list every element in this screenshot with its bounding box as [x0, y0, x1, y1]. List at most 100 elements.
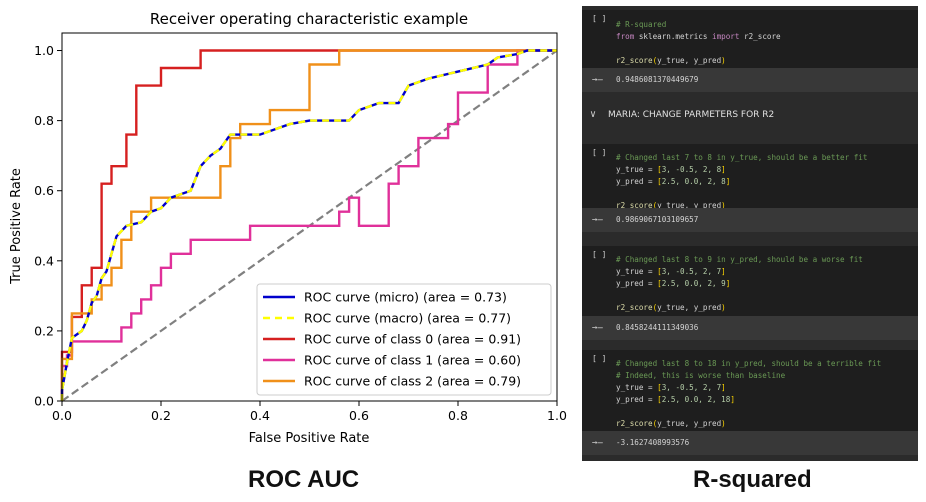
code-token: 3, -0.5, 2, 7 — [661, 267, 722, 276]
plot-lines — [60, 49, 558, 402]
x-tick-label: 0.2 — [151, 408, 171, 423]
plot-frame — [61, 32, 558, 402]
code-token: ] — [725, 279, 731, 288]
code-line: r2_score(y_true, y_pred) — [616, 56, 726, 65]
y-axis-label: True Positive Rate — [9, 168, 24, 285]
run-cell-button[interactable]: [ ] — [592, 354, 607, 363]
cell-output: →̶ -3.1627408993576 — [582, 431, 918, 455]
code-token: 2.5, 0.0, 2, 18 — [661, 395, 731, 404]
code-token: y_true = — [616, 267, 658, 276]
code-token: ] — [721, 165, 726, 174]
code-token: ] — [721, 383, 726, 392]
x-axis-label: False Positive Rate — [249, 431, 370, 446]
code-token: y_pred = — [616, 177, 658, 186]
y-tick-label: 0.0 — [34, 394, 54, 409]
code-token: sklearn.metrics — [638, 32, 713, 41]
code-token: y_true, y_pred — [657, 419, 722, 428]
code-token: [ — [657, 279, 662, 288]
code-token: r2_score — [616, 303, 653, 312]
section-title: MARIA: CHANGE PARMETERS FOR R2 — [608, 110, 775, 120]
code-token: [ — [657, 267, 662, 276]
series-line-3 — [60, 49, 557, 401]
output-toggle-icon[interactable]: →̶ — [592, 75, 603, 85]
code-token: # Changed last 7 to 8 in y_true, should … — [616, 153, 868, 162]
y-tick-label: 0.8 — [34, 113, 54, 128]
code-token: r2_score — [616, 56, 653, 65]
code-token: ( — [652, 419, 658, 428]
y-tick-label: 1.0 — [34, 43, 54, 58]
cell-output: →̶ 0.8458244111349036 — [582, 316, 918, 340]
notebook-panel: [ ] # R-squared from sklearn.metrics impor… — [582, 6, 918, 461]
code-token: r2_score — [616, 419, 653, 428]
code-token: y_true, y_pred — [657, 201, 722, 210]
x-tick-label: 0.4 — [250, 408, 270, 423]
code-line: r2_score(y_true, y_pred) — [616, 303, 726, 312]
chevron-down-icon[interactable]: ∨ — [590, 109, 597, 120]
caption-roc-auc: ROC AUC — [248, 466, 360, 493]
legend: ROC curve (micro) (area = 0.73) ROC curve… — [256, 283, 552, 396]
code-token: import — [712, 32, 745, 41]
code-line: y_true = [3, -0.5, 2, 7] — [616, 383, 726, 392]
legend-entry: ROC curve of class 2 (area = 0.79) — [304, 374, 521, 389]
code-cell[interactable]: [ ] # Changed last 8 to 18 in y_pred, sho… — [582, 350, 918, 431]
code-token: [ — [657, 165, 662, 174]
plot-ticks: 0.0 0.2 0.4 0.6 0.8 1.0 0.0 0.2 0.4 0.6 0.8 1.0 — [34, 43, 567, 423]
code-cell[interactable]: [ ] # Changed last 8 to 9 in y_pred, shou… — [582, 246, 918, 316]
y-tick-label: 0.6 — [34, 183, 54, 198]
code-token: r2_score — [616, 201, 653, 210]
code-token: ] — [725, 177, 731, 186]
legend-entry: ROC curve of class 1 (area = 0.60) — [304, 353, 521, 368]
run-cell-button[interactable]: [ ] — [592, 250, 607, 259]
output-toggle-icon[interactable]: →̶ — [592, 438, 603, 448]
caption-r-squared: R-squared — [693, 466, 812, 493]
x-tick-label: 0.6 — [349, 408, 369, 423]
code-token: # Changed last 8 to 18 in y_pred, should… — [616, 359, 882, 368]
code-line: # Changed last 7 to 8 in y_true, should … — [616, 153, 867, 162]
run-cell-button[interactable]: [ ] — [592, 148, 607, 157]
chart-title: Receiver operating characteristic exampl… — [150, 10, 468, 28]
section-header[interactable]: ∨ MARIA: CHANGE PARMETERS FOR R2 — [582, 95, 918, 137]
code-line: # Changed last 8 to 18 in y_pred, should… — [616, 359, 881, 368]
code-token: # Changed last 8 to 9 in y_pred, should … — [616, 255, 863, 264]
x-tick-label: 1.0 — [547, 408, 567, 423]
x-tick-label: 0.8 — [448, 408, 468, 423]
code-line: y_true = [3, -0.5, 2, 8] — [616, 165, 726, 174]
code-token: [ — [657, 383, 662, 392]
code-token: # R-squared — [616, 20, 667, 29]
series-line-2 — [60, 49, 557, 401]
code-token: ) — [721, 201, 726, 210]
legend-box — [256, 283, 552, 396]
code-token: [ — [657, 395, 662, 404]
code-line: r2_score(y_true, y_pred) — [616, 201, 726, 210]
code-token: ( — [652, 201, 658, 210]
code-line: r2_score(y_true, y_pred) — [616, 419, 726, 428]
output-toggle-icon[interactable]: →̶ — [592, 215, 603, 225]
code-token: y_true = — [616, 383, 658, 392]
code-token: ] — [730, 395, 735, 404]
code-token: from — [616, 32, 639, 41]
code-token: 2.5, 0.0, 2, 9 — [661, 279, 726, 288]
code-token: r2_score — [744, 32, 781, 41]
code-token: [ — [657, 177, 662, 186]
output-toggle-icon[interactable]: →̶ — [592, 323, 603, 333]
legend-entry: ROC curve of class 0 (area = 0.91) — [304, 332, 521, 347]
code-cell[interactable]: [ ] # Changed last 7 to 8 in y_true, shou… — [582, 144, 918, 210]
code-token: 2.5, 0.0, 2, 8 — [661, 177, 726, 186]
code-token: ) — [721, 56, 726, 65]
code-token: y_true, y_pred — [657, 303, 722, 312]
code-line: y_pred = [2.5, 0.0, 2, 18] — [616, 395, 735, 404]
series-line-1 — [60, 49, 557, 401]
code-cell[interactable]: [ ] # R-squared from sklearn.metrics impor… — [582, 10, 918, 68]
run-cell-button[interactable]: [ ] — [592, 14, 607, 23]
code-token: ) — [721, 303, 726, 312]
code-line: # Indeed, this is worse than baseline — [616, 371, 785, 380]
output-value: 0.9869067103109657 — [616, 215, 699, 224]
code-token: 3, -0.5, 2, 7 — [661, 383, 722, 392]
code-token: y_true = — [616, 165, 658, 174]
code-token: 3, -0.5, 2, 8 — [661, 165, 722, 174]
code-token: ( — [652, 56, 658, 65]
output-value: -3.1627408993576 — [616, 438, 690, 447]
code-token: y_pred = — [616, 279, 658, 288]
x-tick-label: 0.0 — [52, 408, 72, 423]
legend-entry: ROC curve (macro) (area = 0.77) — [304, 311, 511, 326]
